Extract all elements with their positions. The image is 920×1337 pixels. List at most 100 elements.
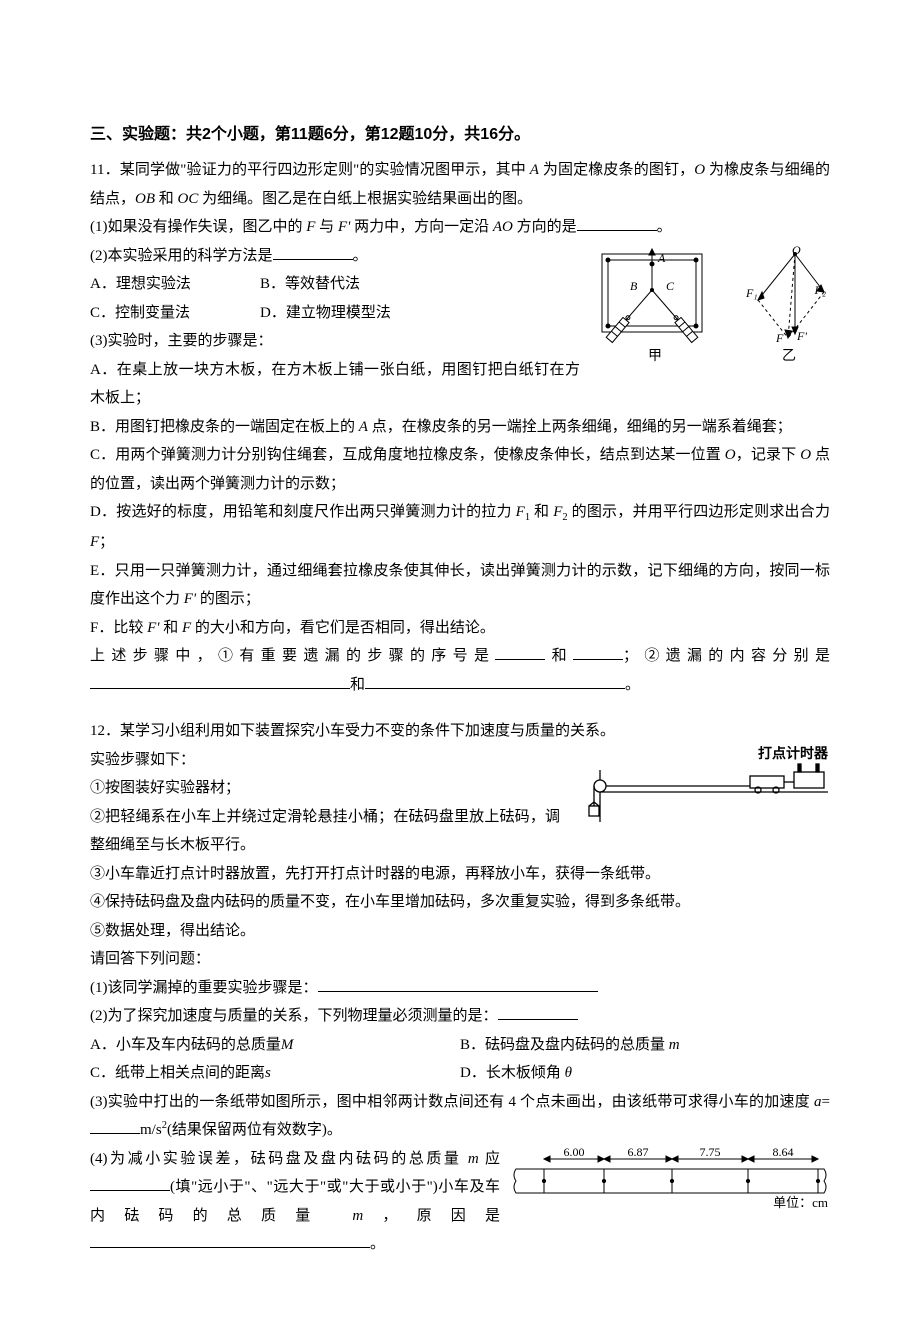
q11-step-B: B．用图钉把橡皮条的一端固定在板上的 A 点，在橡皮条的另一端拴上两条细绳，细绳… [90, 413, 830, 442]
unit: m/s [140, 1122, 162, 1138]
t: 。 [370, 1236, 385, 1252]
t: B．砝码盘及盘内砝码的总质量 [460, 1037, 669, 1053]
sym-M: M [281, 1037, 294, 1053]
t: 为细绳。图乙是在白纸上根据实验结果画出的图。 [198, 191, 532, 207]
tape-v4: 8.64 [773, 1145, 794, 1159]
q12-s5: ⑤数据处理，得出结论。 [90, 917, 830, 946]
blank-11-4b[interactable] [365, 673, 625, 689]
t: 。 [625, 677, 640, 693]
q12-num: 12． [90, 723, 120, 739]
t: 和 [545, 648, 573, 664]
t: 某同学做"验证力的平行四边形定则"的实验情况图甲示，其中 [120, 162, 530, 178]
q11-figure: A B C 甲 O F₁ [590, 242, 830, 367]
opt-B[interactable]: B．砝码盘及盘内砝码的总质量 m [460, 1031, 830, 1060]
blank-12-4b[interactable] [90, 1232, 370, 1248]
q11-p2-options: A．理想实验法 B．等效替代法 C．控制变量法 D．建立物理模型法 [90, 270, 430, 327]
q12-p1: (1)该同学漏掉的重要实验步骤是： [90, 974, 830, 1003]
blank-11-4a[interactable] [90, 673, 350, 689]
sym-a: a [814, 1094, 822, 1110]
t: C．纸带上相关点间的距离 [90, 1065, 265, 1081]
sym-s: s [265, 1065, 271, 1081]
tape-v2: 6.87 [628, 1145, 649, 1159]
question-11: 11．某同学做"验证力的平行四边形定则"的实验情况图甲示，其中 A 为固定橡皮条… [90, 156, 830, 699]
t: (1)如果没有操作失误，图乙中的 [90, 219, 306, 235]
sym-F: F [182, 620, 191, 636]
opt-D[interactable]: D．长木板倾角 θ [460, 1059, 830, 1088]
opt-D[interactable]: D．建立物理模型法 [260, 299, 430, 328]
t: 。 [353, 248, 368, 264]
t: 上述步骤中，①有重要遗漏的步骤的序号是 [90, 648, 495, 664]
sym-m: m [468, 1151, 479, 1167]
t: 和 [350, 677, 365, 693]
t: 与 [315, 219, 338, 235]
t: ，原因是 [363, 1208, 500, 1224]
t: 和 [155, 191, 178, 207]
fig-label-C: C [666, 279, 675, 293]
sym-F1: F [516, 504, 525, 520]
sym-m: m [669, 1037, 680, 1053]
t: F．比较 [90, 620, 147, 636]
fig-label-B: B [630, 279, 638, 293]
q12-s4: ④保持砝码盘及盘内砝码的质量不变，在小车里增加砝码，多次重复实验，得到多条纸带。 [90, 888, 830, 917]
blank-11-3b[interactable] [573, 644, 623, 660]
question-12: 12．某学习小组利用如下装置探究小车受力不变的条件下加速度与质量的关系。 打点计… [90, 717, 830, 1259]
q11-tail: 上述步骤中，①有重要遗漏的步骤的序号是和；②遗漏的内容分别是和。 [90, 642, 830, 699]
tape-v1: 6.00 [564, 1145, 585, 1159]
q11-intro: 11．某同学做"验证力的平行四边形定则"的实验情况图甲示，其中 A 为固定橡皮条… [90, 156, 830, 213]
t: (4)为减小实验误差，砝码盘及盘内砝码的总质量 [90, 1151, 468, 1167]
blank-12-4a[interactable] [90, 1175, 170, 1191]
fig-caption-jia: 甲 [648, 349, 662, 364]
tape-v3: 7.75 [700, 1145, 721, 1159]
blank-11-3a[interactable] [495, 644, 545, 660]
opt-C[interactable]: C．纸带上相关点间的距离s [90, 1059, 460, 1088]
tape-unit: 单位：cm [773, 1195, 828, 1209]
t: = [822, 1094, 830, 1110]
t: ，记录下 [736, 447, 801, 463]
t: 点，在橡皮条的另一端拴上两条细绳，细绳的另一端系着绳套； [368, 419, 792, 435]
q11-step-E: E．只用一只弹簧测力计，通过细绳套拉橡皮条使其伸长，读出弹簧测力计的示数，记下细… [90, 557, 830, 614]
opt-B[interactable]: B．等效替代法 [260, 270, 430, 299]
sym-theta: θ [565, 1065, 572, 1081]
t: 应 [479, 1151, 500, 1167]
q12-p3: (3)实验中打出的一条纸带如图所示，图中相邻两计数点间还有 4 个点未画出，由该… [90, 1088, 830, 1145]
fig-label-O: O [792, 243, 801, 257]
blank-12-3[interactable] [90, 1118, 140, 1134]
t: 两力中，方向一定沿 [350, 219, 493, 235]
q12-intro: 12．某学习小组利用如下装置探究小车受力不变的条件下加速度与质量的关系。 [90, 717, 830, 746]
sym-OC: OC [178, 191, 199, 207]
t: (2)为了探究加速度与质量的关系，下列物理量必须测量的是： [90, 1008, 498, 1024]
opt-A[interactable]: A．理想实验法 [90, 270, 260, 299]
sym-Fp: F' [338, 219, 350, 235]
q12-figure: 打点计时器 [570, 746, 830, 824]
t: 。 [657, 219, 672, 235]
fig-label-timer: 打点计时器 [758, 746, 829, 762]
t: (1)该同学漏掉的重要实验步骤是： [90, 980, 318, 996]
q11-step-F: F．比较 F' 和 F 的大小和方向，看它们是否相同，得出结论。 [90, 614, 830, 643]
blank-12-1[interactable] [318, 976, 598, 992]
sym-Fp: F' [184, 591, 196, 607]
sym-Fp: F' [147, 620, 159, 636]
blank-11-1[interactable] [577, 215, 657, 231]
fig-label-F2: F₂ [813, 283, 826, 297]
t: A．小车及车内砝码的总质量 [90, 1037, 281, 1053]
t: C．用两个弹簧测力计分别钩住绳套，互成角度地拉橡皮条，使橡皮条伸长，结点到达某一… [90, 447, 725, 463]
t: 和 [530, 504, 553, 520]
opt-A[interactable]: A．小车及车内砝码的总质量M [90, 1031, 460, 1060]
opt-C[interactable]: C．控制变量法 [90, 299, 260, 328]
q12-p2-options: A．小车及车内砝码的总质量M B．砝码盘及盘内砝码的总质量 m C．纸带上相关点… [90, 1031, 830, 1088]
fig-label-A: A [657, 251, 666, 265]
sym-O: O [800, 447, 811, 463]
q11-p1: (1)如果没有操作失误，图乙中的 F 与 F' 两力中，方向一定沿 AO 方向的… [90, 213, 830, 242]
blank-11-2[interactable] [273, 244, 353, 260]
q12-answer-title: 请回答下列问题： [90, 945, 830, 974]
q11-step-C: C．用两个弹簧测力计分别钩住绳套，互成角度地拉橡皮条，使橡皮条伸长，结点到达某一… [90, 441, 830, 498]
t: 方向的是 [513, 219, 577, 235]
blank-12-2[interactable] [498, 1004, 578, 1020]
sym-F: F [90, 534, 99, 550]
sym-A: A [359, 419, 368, 435]
t: ； [99, 534, 114, 550]
q12-tape-figure: 6.00 6.87 7.75 8.64 单位：cm [510, 1145, 830, 1209]
t: 某学习小组利用如下装置探究小车受力不变的条件下加速度与质量的关系。 [120, 723, 615, 739]
t: 为固定橡皮条的图钉， [539, 162, 694, 178]
t: ；②遗漏的内容分别是 [623, 648, 830, 664]
